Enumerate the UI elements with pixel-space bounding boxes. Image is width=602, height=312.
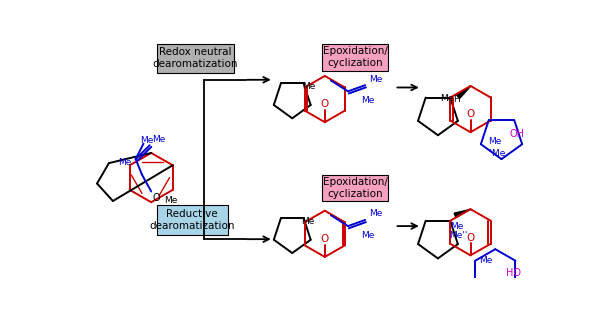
Text: Reductive
dearomatization: Reductive dearomatization (149, 209, 235, 231)
Text: HO: HO (506, 268, 521, 278)
Text: O: O (321, 234, 329, 244)
Text: Me: Me (450, 222, 463, 231)
Text: Me'': Me'' (449, 231, 467, 240)
Polygon shape (456, 86, 471, 99)
Text: Me: Me (479, 256, 492, 265)
Text: Me: Me (152, 134, 166, 144)
Text: O: O (467, 233, 474, 243)
Text: Me: Me (441, 94, 454, 103)
FancyBboxPatch shape (157, 44, 234, 73)
Text: OH: OH (510, 129, 525, 139)
Text: Me: Me (118, 158, 132, 167)
Text: Epoxidation/
cyclization: Epoxidation/ cyclization (323, 177, 388, 199)
Text: Me: Me (140, 136, 154, 145)
Text: O: O (467, 110, 474, 119)
Text: Me: Me (164, 196, 178, 205)
Text: O: O (153, 193, 160, 202)
Text: Me: Me (369, 209, 383, 218)
Text: Me: Me (303, 82, 316, 91)
Text: H: H (453, 95, 460, 104)
FancyBboxPatch shape (321, 174, 388, 202)
FancyBboxPatch shape (157, 205, 228, 235)
Text: Redox neutral
dearomatization: Redox neutral dearomatization (153, 47, 238, 69)
Text: ''Me: ''Me (487, 149, 506, 158)
FancyBboxPatch shape (321, 44, 388, 71)
Text: Epoxidation/
cyclization: Epoxidation/ cyclization (323, 46, 388, 68)
Text: Me: Me (369, 75, 383, 84)
Text: Me: Me (301, 217, 314, 226)
Text: Me: Me (362, 96, 375, 105)
Polygon shape (454, 209, 471, 217)
Text: O: O (321, 100, 329, 110)
Text: Me: Me (362, 231, 375, 240)
Text: Me: Me (488, 137, 501, 146)
